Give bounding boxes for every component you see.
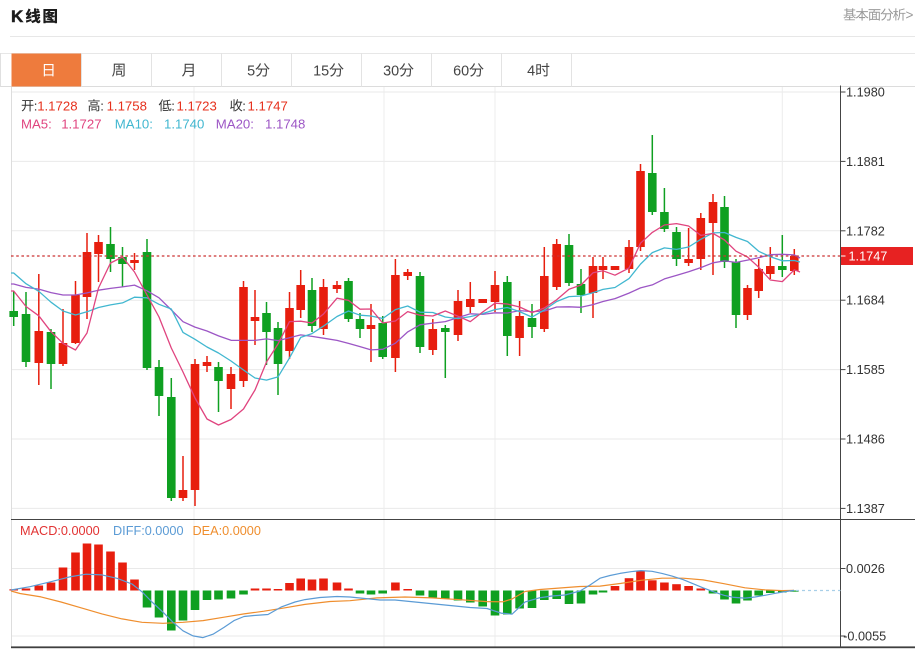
svg-text:1.1723: 1.1723 <box>177 98 217 113</box>
svg-text:60: 60 <box>453 63 469 79</box>
svg-text:15: 15 <box>313 63 329 79</box>
svg-text:1.1486: 1.1486 <box>846 433 885 447</box>
svg-text:1.1727: 1.1727 <box>61 117 101 132</box>
svg-text:1.1387: 1.1387 <box>846 502 885 516</box>
svg-text:DEA:0.0000: DEA:0.0000 <box>193 524 261 538</box>
svg-text:0.0026: 0.0026 <box>846 562 885 576</box>
svg-text:1.1881: 1.1881 <box>846 155 885 169</box>
svg-text:K: K <box>11 7 24 26</box>
svg-text:1.1684: 1.1684 <box>846 294 885 308</box>
svg-text::: : <box>171 98 175 113</box>
svg-text:MA10:: MA10: <box>115 117 153 132</box>
svg-text:1.1585: 1.1585 <box>846 363 885 377</box>
svg-text:4: 4 <box>527 63 535 79</box>
svg-text::: : <box>242 98 246 113</box>
svg-text:1.1748: 1.1748 <box>265 117 305 132</box>
svg-text::: : <box>100 98 104 113</box>
svg-text:1.1747: 1.1747 <box>248 98 288 113</box>
svg-text:MA20:: MA20: <box>216 117 254 132</box>
svg-text:MA5:: MA5: <box>21 117 52 132</box>
svg-text:5: 5 <box>247 63 255 79</box>
svg-text:-0.0055: -0.0055 <box>843 630 886 644</box>
svg-text:1.1758: 1.1758 <box>107 98 147 113</box>
svg-text:DIFF:0.0000: DIFF:0.0000 <box>113 524 184 538</box>
svg-text:MACD:0.0000: MACD:0.0000 <box>20 524 100 538</box>
svg-text:1.1740: 1.1740 <box>164 117 204 132</box>
svg-text:>: > <box>906 8 914 23</box>
svg-text::: : <box>34 98 38 113</box>
svg-text:1.1980: 1.1980 <box>846 86 885 100</box>
svg-text:1.1747: 1.1747 <box>849 250 888 264</box>
svg-text:1.1728: 1.1728 <box>37 98 77 113</box>
svg-text:1.1782: 1.1782 <box>846 224 885 238</box>
svg-text:30: 30 <box>383 63 399 79</box>
